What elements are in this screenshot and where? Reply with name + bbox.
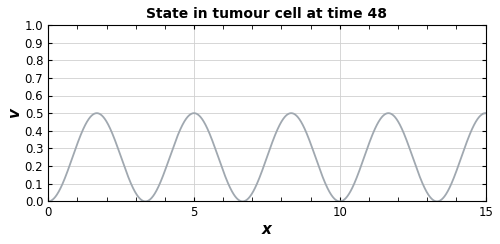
Title: State in tumour cell at time 48: State in tumour cell at time 48 (146, 7, 388, 21)
Y-axis label: v: v (7, 108, 22, 118)
X-axis label: x: x (262, 222, 272, 237)
